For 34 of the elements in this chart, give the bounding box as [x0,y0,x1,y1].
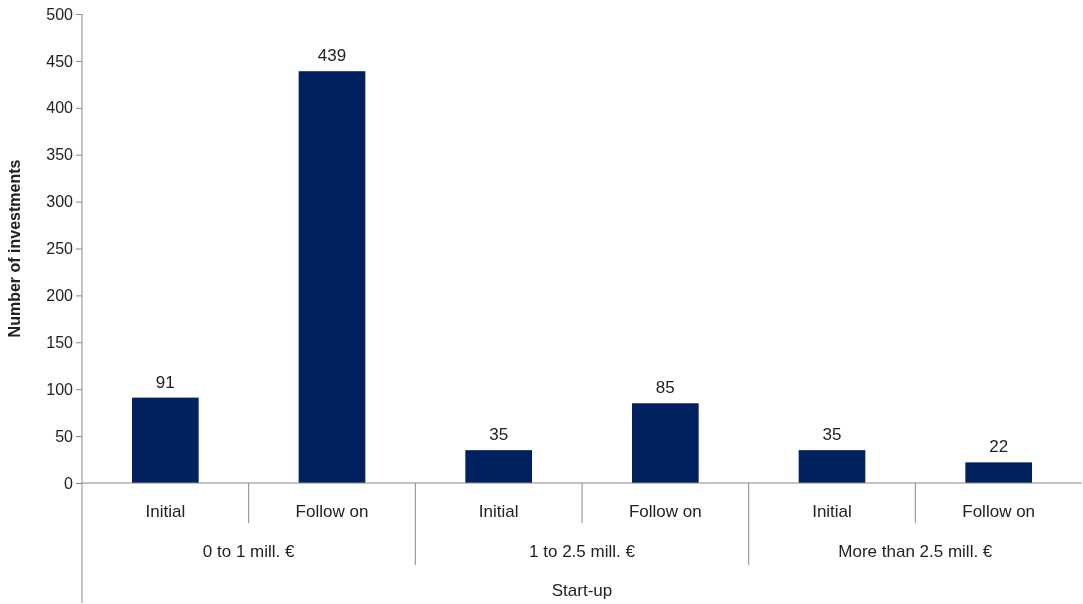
data-label: 91 [155,372,175,392]
x-tick-label: Initial [478,502,519,521]
y-tick-label: 150 [46,333,74,351]
data-label: 35 [822,425,842,445]
y-tick-label: 0 [64,474,74,492]
bar [632,403,699,483]
y-tick-label: 200 [46,287,74,305]
data-label: 22 [989,437,1009,457]
x-tick-label: Initial [812,502,852,521]
bar [298,71,366,483]
bar [965,462,1032,483]
x-tick-label: Initial [145,502,186,521]
y-axis-title: Number of investments [6,159,23,338]
text: More than 2.5 mill. € [838,542,993,561]
data-label: 35 [489,425,509,445]
bar [465,450,532,483]
y-tick-label: 450 [46,52,74,70]
x-tick-label: Follow on [295,502,369,521]
y-tick-label: 400 [46,99,74,117]
text: 1 to 2.5 mill. € [529,542,636,561]
x-tick-label: Follow on [628,502,702,521]
y-tick-label: 100 [46,380,74,398]
text: 0 to 1 mill. € [202,542,296,561]
x-tick-label: Follow on [962,502,1036,521]
bar [132,397,199,483]
y-tick-label: 500 [46,5,74,23]
y-tick-label: 50 [55,427,74,445]
bar [798,450,866,483]
y-tick-label: 250 [46,240,74,258]
x-axis-title: Start-up [551,581,613,600]
y-tick-label: 350 [46,146,74,164]
data-label: 85 [655,378,675,398]
data-label: 439 [317,46,347,66]
y-tick-label: 300 [46,193,74,211]
